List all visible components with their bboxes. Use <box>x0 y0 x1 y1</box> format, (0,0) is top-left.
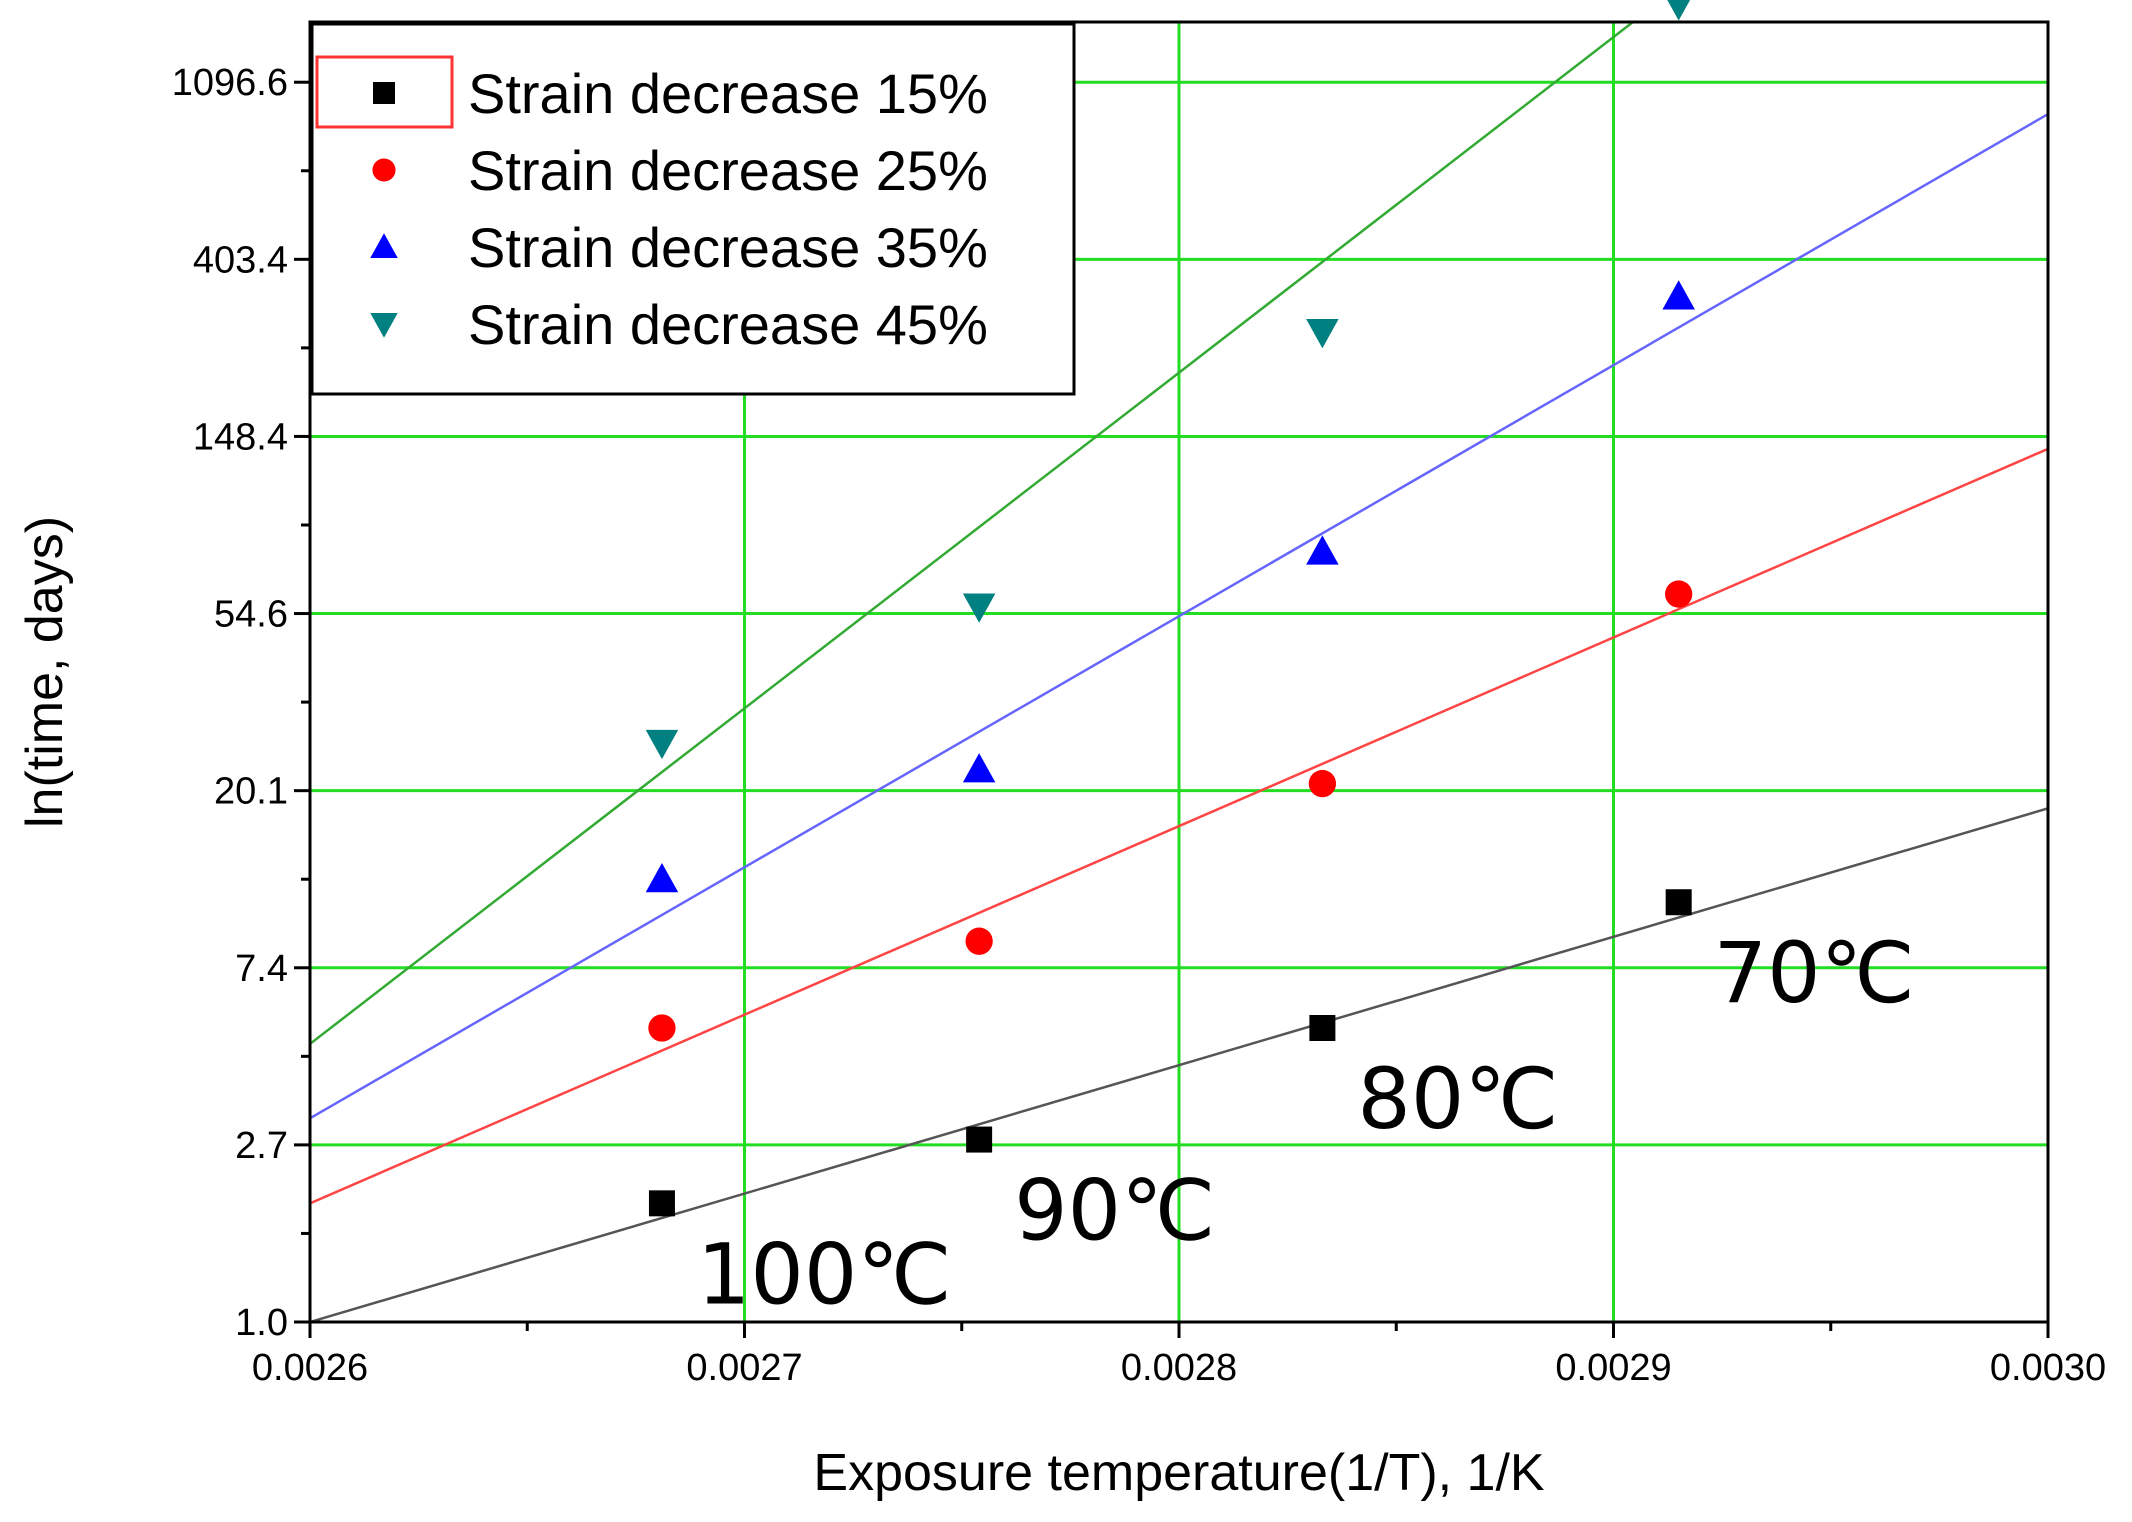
data-point <box>1665 889 1692 916</box>
y-tick-label: 7.4 <box>235 948 288 990</box>
y-tick-label: 54.6 <box>214 594 288 636</box>
data-point <box>1662 280 1695 310</box>
data-point <box>1306 318 1339 349</box>
fit-line <box>310 807 2048 1322</box>
legend: Strain decrease 15% Strain decrease 25% St… <box>310 22 1076 396</box>
legend-selection-box <box>315 55 454 129</box>
data-point <box>1667 0 1691 21</box>
temperature-label: 90℃ <box>1014 1162 1215 1260</box>
y-tick-label: 2.7 <box>235 1125 288 1167</box>
y-tick-label: 1096.6 <box>172 62 288 104</box>
data-point <box>645 862 679 893</box>
legend-label: Strain decrease 15% <box>468 62 988 125</box>
fit-line <box>310 22 1636 1045</box>
fit-lines <box>310 22 2048 1322</box>
x-tick-labels: 0.0026 0.0027 0.0028 0.0029 0.0030 <box>252 1347 2106 1389</box>
legend-label: Strain decrease 35% <box>468 216 988 279</box>
data-point <box>962 593 996 623</box>
temperature-label: 70℃ <box>1714 924 1915 1022</box>
fit-line <box>310 447 2048 1205</box>
legend-marker <box>370 233 398 258</box>
legend-marker <box>370 313 398 338</box>
temperature-labels: 100℃ 90℃ 80℃ 70℃ <box>697 924 1915 1323</box>
data-point <box>1306 535 1339 565</box>
x-axis-title: Exposure temperature(1/T), 1/K <box>813 1444 1545 1502</box>
y-tick-label: 1.0 <box>235 1302 288 1344</box>
x-tick-label: 0.0029 <box>1555 1347 1671 1389</box>
x-tick-label: 0.0028 <box>1121 1347 1237 1389</box>
temperature-label: 100℃ <box>697 1225 952 1323</box>
y-tick-labels: 1.0 2.7 7.4 20.1 54.6 148.4 403.4 1096.6 <box>172 62 288 1344</box>
data-point <box>645 729 679 760</box>
data-point <box>648 1014 676 1042</box>
y-tick-label: 403.4 <box>193 239 288 281</box>
data-point <box>1665 580 1693 608</box>
x-tick-label: 0.0026 <box>252 1347 368 1389</box>
axis-ticks <box>294 80 2050 1338</box>
data-points <box>645 0 1695 1217</box>
legend-label: Strain decrease 25% <box>468 139 988 202</box>
data-point <box>1308 769 1337 798</box>
legend-box <box>310 22 1076 396</box>
temperature-label: 80℃ <box>1357 1050 1558 1148</box>
data-point <box>648 1190 675 1217</box>
grid <box>310 22 2048 1322</box>
data-point <box>1309 1014 1336 1041</box>
y-tick-label: 148.4 <box>193 416 288 458</box>
legend-marker <box>373 82 395 104</box>
x-tick-label: 0.0027 <box>686 1347 802 1389</box>
data-point <box>962 753 996 783</box>
x-tick-label: 0.0030 <box>1990 1347 2106 1389</box>
data-point <box>965 927 993 955</box>
legend-marker <box>372 158 396 182</box>
legend-label: Strain decrease 45% <box>468 293 988 356</box>
y-axis-title: ln(time, days) <box>16 516 74 828</box>
fit-line <box>310 113 2048 1120</box>
y-tick-label: 20.1 <box>214 771 288 813</box>
data-point <box>966 1126 993 1153</box>
